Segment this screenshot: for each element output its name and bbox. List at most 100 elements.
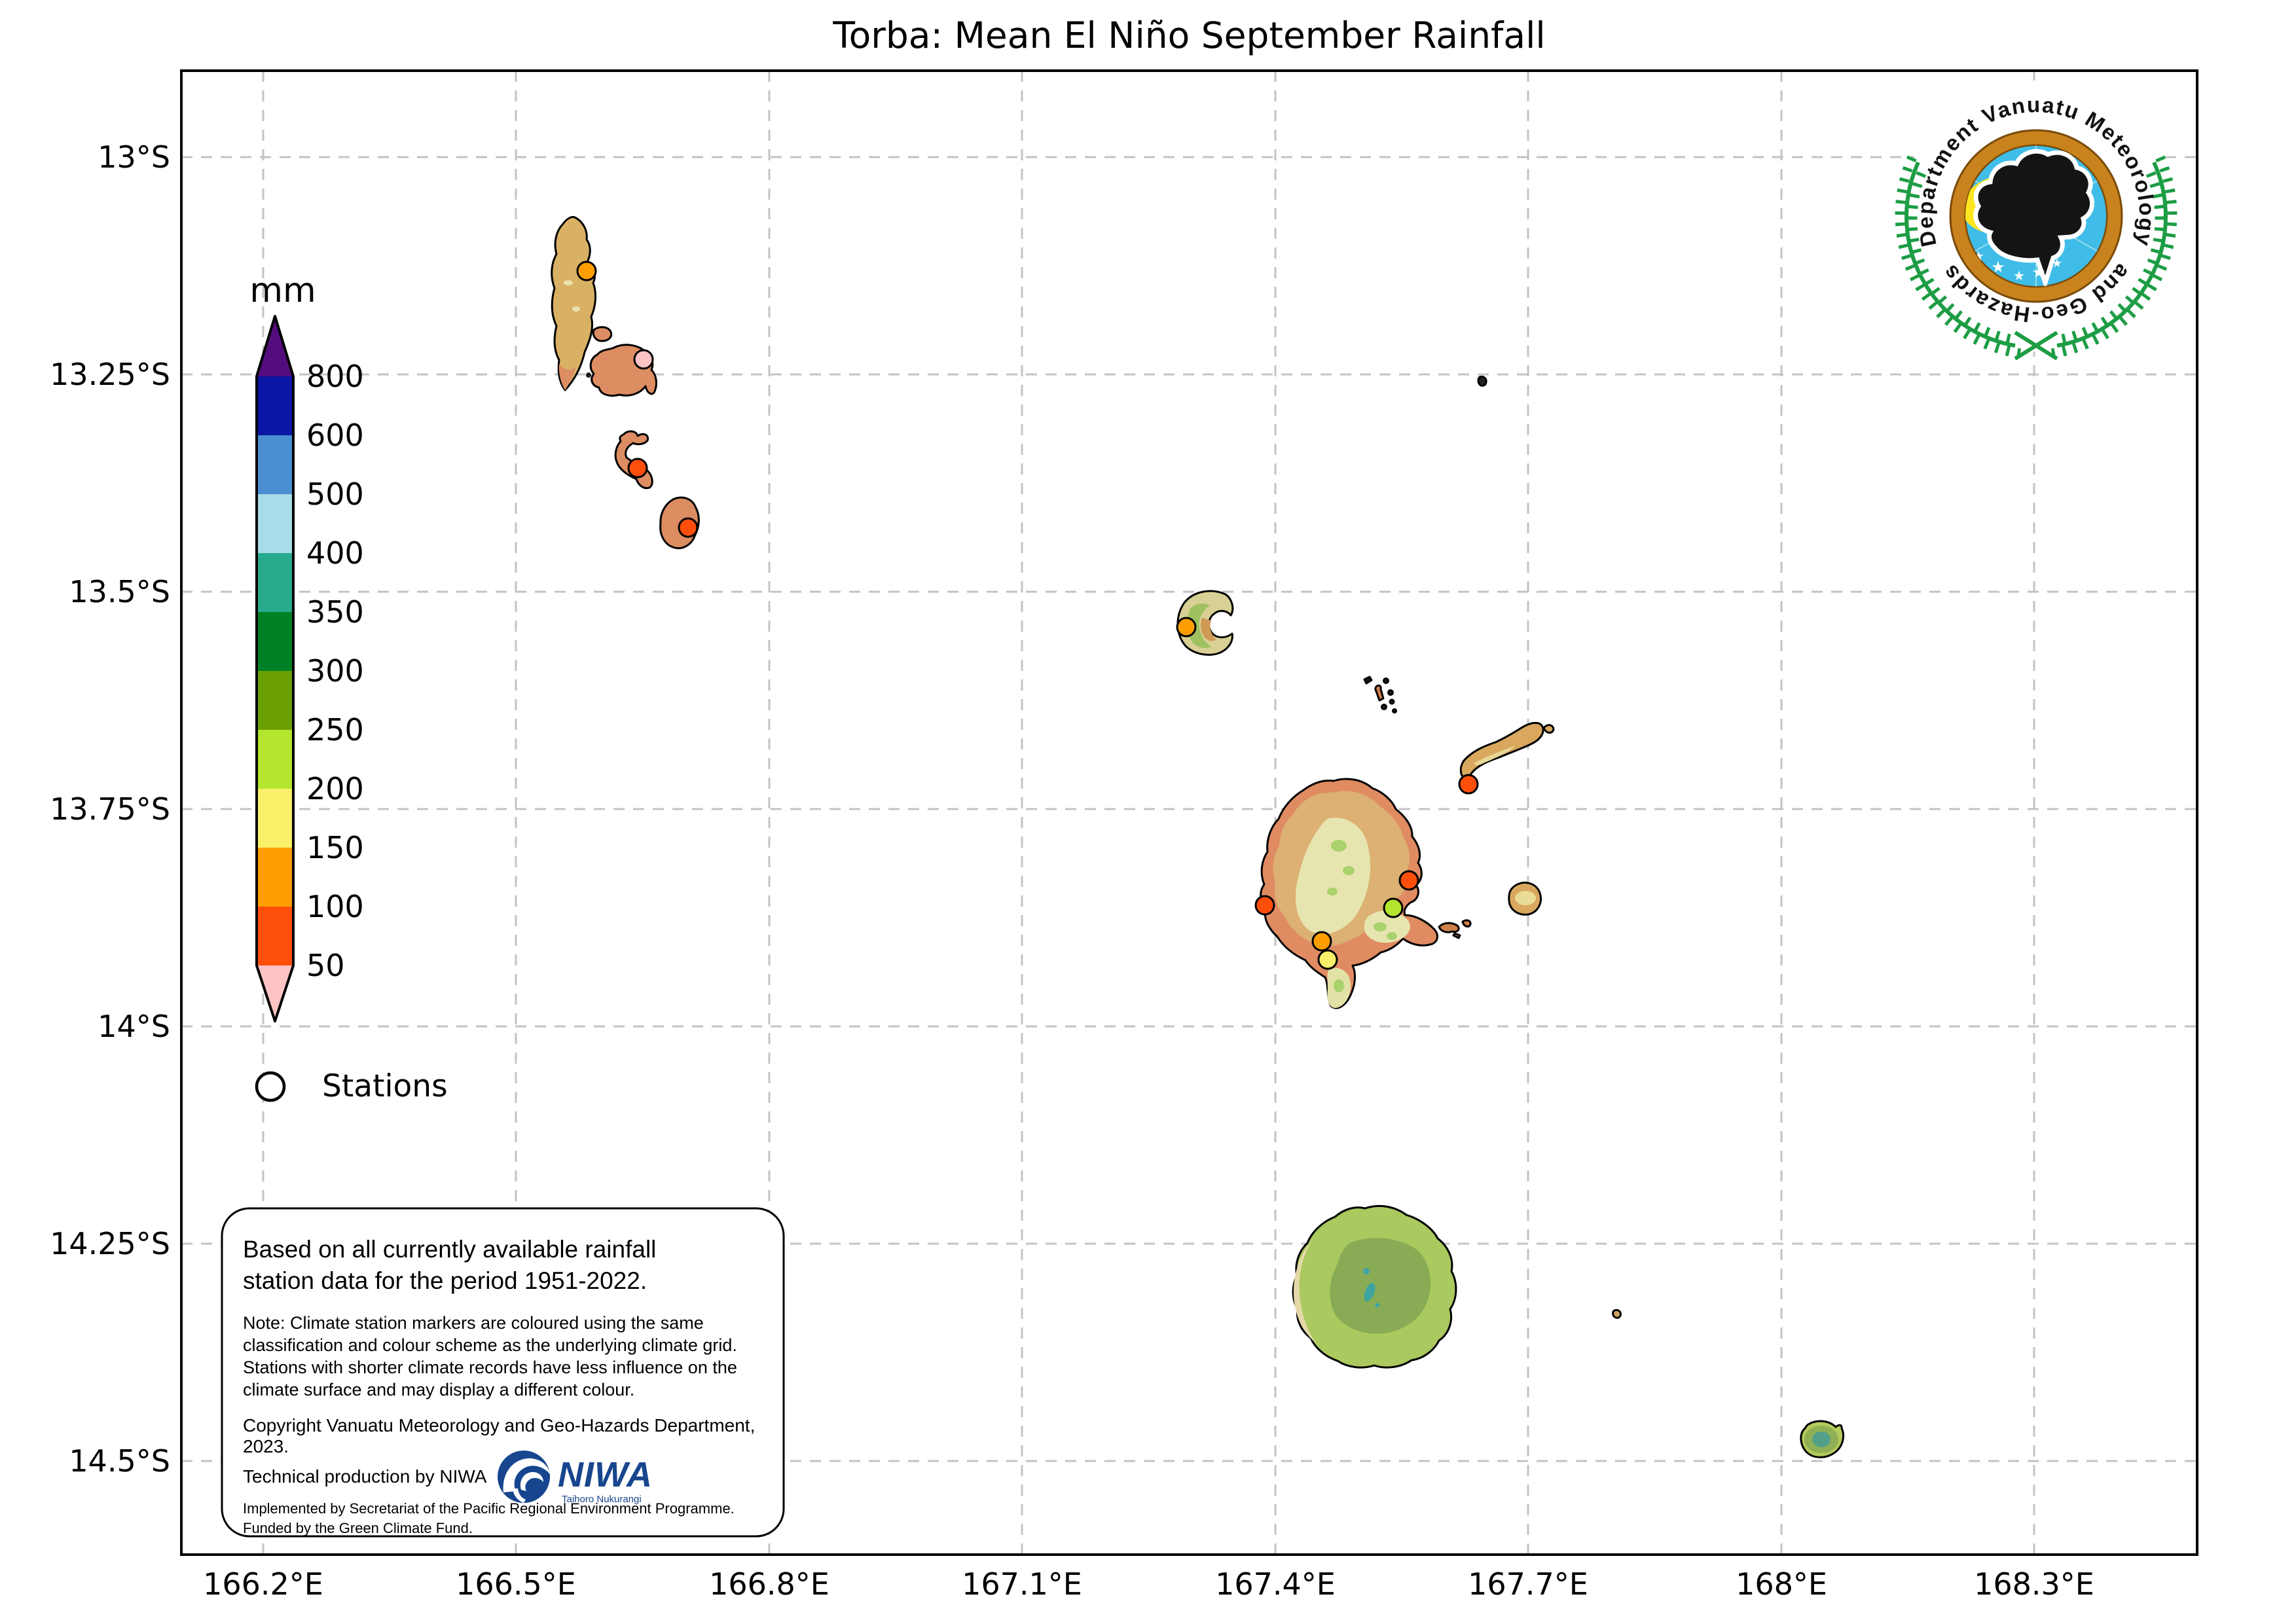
island-hiu-shading	[558, 364, 576, 390]
rowa-islets	[1363, 676, 1397, 713]
x-tick-label: 167.4°E	[1215, 1566, 1336, 1602]
cloud-icon	[1973, 149, 2095, 287]
info-headline-line1: Based on all currently available rainfal…	[243, 1236, 657, 1263]
niwa-subtitle: Taihoro Nukurangi	[562, 1494, 642, 1505]
station-marker	[1398, 870, 1419, 891]
info-copyright: Copyright Vanuatu Meteorology and Geo-Ha…	[243, 1415, 756, 1456]
colorbar-tick: 350	[306, 594, 364, 630]
svg-text:★: ★	[2032, 263, 2046, 281]
niwa-swirl-cut	[520, 1471, 543, 1491]
island-motalava-ridge	[1474, 746, 1515, 765]
y-tick-label: 13.75°S	[50, 791, 170, 827]
x-tick-label: 168°E	[1736, 1566, 1827, 1602]
x-tick-label: 168.3°E	[1974, 1566, 2094, 1602]
info-note-line1: Note: Climate station markers are colour…	[243, 1313, 704, 1333]
x-tick-label: 166.8°E	[709, 1566, 829, 1602]
colorbar-band	[257, 671, 293, 730]
island-ureparapara-ridge	[1187, 604, 1211, 649]
y-tick-label: 13.25°S	[50, 357, 170, 392]
islet-dot	[1477, 376, 1487, 387]
colorbar-tick: 200	[306, 771, 364, 806]
map-frame	[180, 69, 2198, 1556]
info-note-line4: climate surface and may display a differ…	[243, 1380, 635, 1399]
island-metoma	[592, 326, 613, 342]
niwa-swirl-cut	[513, 1489, 526, 1503]
colorbar-unit: mm	[249, 271, 316, 310]
colorbar-tick: 150	[306, 830, 364, 865]
colorbar-tick: 400	[306, 535, 364, 571]
info-note-line3: Stations with shorter climate records ha…	[243, 1358, 737, 1377]
colorbar-band	[257, 435, 293, 494]
vanua-lava-islets	[1438, 919, 1472, 939]
station-marker	[1311, 931, 1332, 952]
island-gaua-coast-fringe	[1293, 1241, 1317, 1344]
graticule	[181, 71, 2197, 1555]
island-vanua-lava-highland	[1295, 818, 1371, 935]
svg-text:★: ★	[2013, 268, 2025, 283]
island-hiu-highland	[572, 306, 580, 312]
niwa-swirl-cut	[503, 1458, 550, 1492]
colorbar-band	[257, 848, 293, 907]
y-tick-label: 13.5°S	[69, 574, 170, 609]
vmgd-ring	[1951, 131, 2121, 301]
colorbar-band	[257, 553, 293, 612]
vmgd-ring-edge	[1949, 129, 2123, 303]
colorbar-tick: 100	[306, 889, 364, 924]
colorbar-tick: 300	[306, 653, 364, 689]
colorbar-band	[257, 494, 293, 553]
island-vanua-lava-highland	[1364, 910, 1410, 943]
info-technical: Technical production by NIWA	[243, 1466, 487, 1487]
svg-text:★: ★	[1991, 258, 2005, 276]
station-marker	[1176, 617, 1197, 638]
colorbar-band	[257, 907, 293, 965]
colorbar	[255, 315, 295, 1022]
stations-legend-label: Stations	[322, 1068, 448, 1104]
info-note-line2: classification and colour scheme as the …	[243, 1335, 737, 1355]
colorbar-tick: 250	[306, 712, 364, 748]
station-marker	[627, 458, 648, 478]
y-tick-label: 14°S	[98, 1009, 170, 1044]
island-hiu-highland	[564, 280, 573, 285]
islet-dot	[1612, 1309, 1622, 1319]
island-vanua-lava-forest	[1327, 840, 1397, 940]
station-marker	[1383, 897, 1404, 918]
colorbar-band	[257, 789, 293, 848]
colorbar-tick: 500	[306, 477, 364, 512]
niwa-wordmark: NIWA	[558, 1455, 653, 1494]
vmgd-stars: ★ ★ ★ ★ ★	[1973, 248, 2062, 283]
island-mota-summit	[1515, 891, 1536, 905]
y-tick-label: 13°S	[98, 139, 170, 175]
colorbar-tick: 800	[306, 359, 364, 394]
colorbar-over-arrow	[257, 316, 293, 376]
colorbar-band	[257, 730, 293, 789]
colorbar-outline	[255, 315, 295, 1022]
island-mere-lava-summit	[1812, 1432, 1831, 1447]
station-marker	[1317, 949, 1338, 970]
station-marker	[576, 261, 597, 281]
x-tick-label: 166.5°E	[456, 1566, 576, 1602]
colorbar-tick: 50	[306, 948, 345, 983]
station-marker	[633, 349, 654, 370]
colorbar-under-arrow	[257, 965, 293, 1021]
wreath-icon	[1895, 153, 2178, 361]
y-tick-label: 14.25°S	[50, 1226, 170, 1261]
niwa-logo	[498, 1451, 550, 1503]
islet-dot	[586, 372, 591, 378]
x-tick-label: 166.2°E	[203, 1566, 323, 1602]
colorbar-tick: 600	[306, 418, 364, 453]
colorbar-band	[257, 376, 293, 435]
station-marker	[1458, 774, 1479, 795]
island-gaua-lake	[1363, 1268, 1380, 1308]
x-tick-label: 167.7°E	[1468, 1566, 1588, 1602]
island-ra	[1542, 724, 1555, 734]
station-marker	[678, 517, 699, 538]
info-implemented-line2: Funded by the Green Climate Fund.	[243, 1520, 473, 1536]
page-title: Torba: Mean El Niño September Rainfall	[833, 14, 1546, 56]
vmgd-logo: Department Vanuatu Meteorology and Geo-H…	[1895, 81, 2178, 361]
station-marker	[1254, 895, 1275, 916]
info-headline-line2: station data for the period 1951-2022.	[243, 1267, 647, 1294]
y-tick-label: 14.5°S	[69, 1443, 170, 1479]
island-ureparapara-inner	[1201, 618, 1216, 641]
